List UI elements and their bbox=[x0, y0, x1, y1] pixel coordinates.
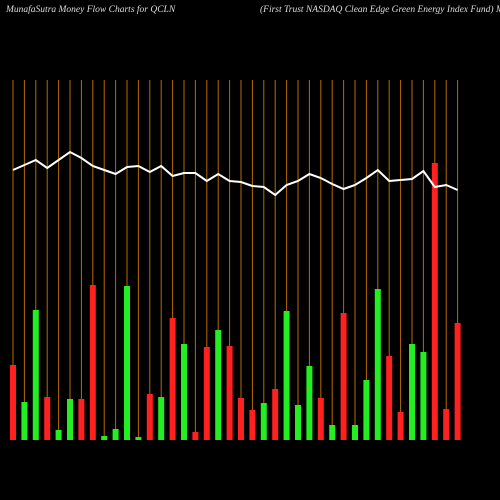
bar bbox=[32, 310, 39, 440]
bar bbox=[192, 432, 199, 440]
bar bbox=[10, 365, 16, 440]
bar bbox=[158, 397, 165, 440]
bar bbox=[443, 409, 450, 440]
bar bbox=[260, 403, 267, 440]
bar bbox=[386, 356, 393, 440]
bar bbox=[409, 344, 415, 440]
bar bbox=[21, 402, 28, 440]
bar bbox=[295, 405, 301, 440]
bar bbox=[340, 313, 347, 440]
bar bbox=[283, 311, 290, 440]
bar bbox=[238, 398, 244, 440]
bar bbox=[181, 344, 187, 440]
bar bbox=[363, 380, 370, 440]
bar bbox=[55, 430, 62, 440]
bar bbox=[249, 410, 256, 440]
bar bbox=[306, 366, 313, 440]
bar bbox=[226, 346, 233, 440]
bar bbox=[352, 425, 358, 440]
bar bbox=[135, 437, 142, 440]
bar bbox=[78, 399, 85, 440]
bar bbox=[44, 397, 51, 440]
bar bbox=[431, 163, 438, 440]
chart-subtitle: (First Trust NASDAQ Clean Edge Green Ene… bbox=[260, 4, 500, 15]
bar bbox=[146, 394, 153, 440]
bar bbox=[124, 286, 130, 440]
bar bbox=[374, 289, 381, 440]
bar bbox=[420, 352, 427, 440]
bar bbox=[89, 285, 96, 440]
bar bbox=[169, 318, 176, 440]
line bbox=[12, 150, 459, 197]
bar bbox=[215, 330, 222, 440]
bar bbox=[454, 323, 461, 440]
bar bbox=[112, 429, 119, 440]
bar bbox=[203, 347, 210, 440]
bar bbox=[329, 425, 336, 440]
bar bbox=[317, 398, 324, 440]
bar bbox=[101, 436, 108, 440]
bar bbox=[67, 399, 73, 440]
chart-title: MunafaSutra Money Flow Charts for QCLN bbox=[5, 4, 176, 15]
bar bbox=[397, 412, 404, 440]
bar bbox=[272, 389, 279, 440]
